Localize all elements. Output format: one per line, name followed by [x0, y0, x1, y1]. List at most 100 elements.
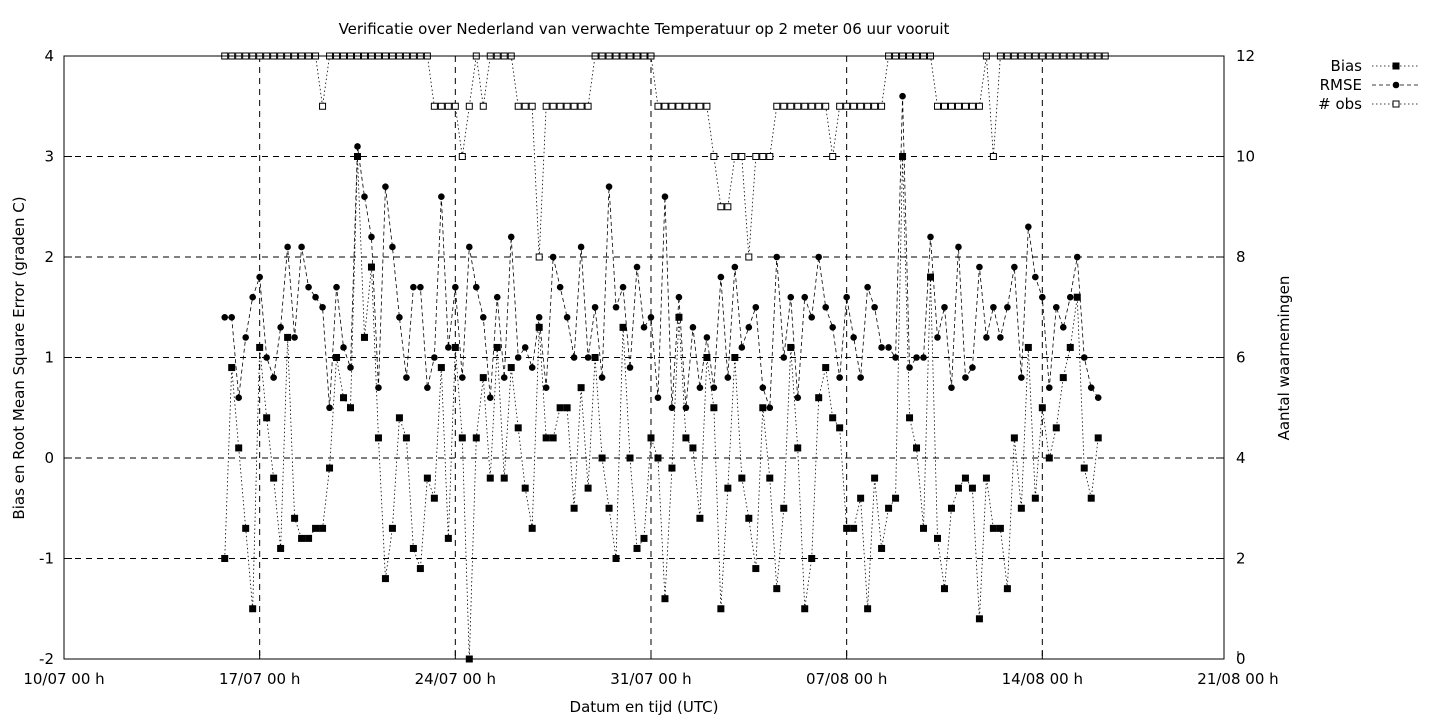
data-point-0 — [1045, 454, 1053, 462]
chart-title: Verificatie over Nederland van verwachte… — [339, 20, 950, 38]
data-point-0 — [437, 364, 445, 372]
data-point-1 — [319, 303, 326, 311]
data-point-1 — [556, 283, 564, 291]
data-point-2 — [940, 102, 948, 110]
data-point-2 — [514, 102, 522, 110]
data-point-2 — [661, 102, 669, 110]
data-point-1 — [584, 354, 592, 361]
series-line-1 — [224, 96, 1099, 408]
data-point-0 — [961, 474, 969, 482]
data-point-0 — [591, 354, 599, 361]
data-point-0 — [577, 384, 585, 392]
data-point-1 — [361, 193, 368, 200]
y2-tick-label: 6 — [1236, 349, 1246, 367]
data-point-1 — [242, 334, 249, 341]
data-point-1 — [1032, 273, 1039, 281]
data-point-1 — [906, 364, 913, 371]
data-point-1 — [654, 394, 662, 402]
y2-axis-label: Aantal waarnemingen — [1275, 276, 1293, 441]
legend-marker — [1392, 100, 1400, 108]
data-point-2 — [556, 102, 564, 110]
data-point-2 — [668, 102, 676, 110]
data-point-0 — [1010, 434, 1018, 442]
data-point-2 — [682, 102, 690, 110]
data-point-0 — [598, 454, 606, 462]
series-1 — [221, 92, 1102, 412]
data-point-1 — [773, 253, 781, 261]
data-point-1 — [661, 193, 669, 200]
data-point-1 — [466, 243, 473, 251]
data-point-0 — [668, 464, 676, 472]
data-point-2 — [451, 102, 459, 110]
data-point-0 — [773, 585, 781, 593]
data-point-2 — [864, 102, 872, 110]
data-point-1 — [396, 314, 403, 321]
data-point-1 — [249, 293, 256, 301]
data-point-2 — [801, 102, 809, 110]
data-point-1 — [549, 253, 557, 261]
data-point-0 — [423, 474, 431, 482]
data-point-0 — [563, 404, 571, 412]
data-point-1 — [675, 293, 683, 301]
x-tick-label: 21/08 00 h — [1197, 670, 1278, 688]
data-point-0 — [535, 323, 543, 331]
data-point-1 — [668, 404, 676, 412]
data-point-0 — [1094, 434, 1102, 442]
data-point-1 — [878, 344, 885, 351]
data-point-1 — [221, 314, 229, 321]
data-point-2 — [479, 102, 487, 110]
data-point-2 — [961, 102, 969, 110]
data-point-2 — [766, 153, 774, 160]
data-point-2 — [975, 102, 983, 110]
data-point-0 — [221, 555, 229, 562]
data-point-1 — [570, 354, 578, 361]
data-point-1 — [794, 394, 802, 402]
data-point-1 — [291, 334, 298, 341]
data-point-0 — [284, 333, 292, 341]
data-point-1 — [864, 283, 871, 291]
data-point-0 — [794, 444, 802, 452]
data-point-2 — [584, 102, 592, 110]
data-point-1 — [745, 324, 753, 331]
data-point-0 — [479, 374, 487, 382]
data-point-0 — [409, 544, 417, 552]
y2-tick-label: 2 — [1236, 550, 1246, 568]
data-point-0 — [556, 404, 564, 412]
data-point-1 — [626, 364, 634, 371]
data-point-0 — [940, 585, 948, 593]
data-point-2 — [465, 102, 473, 110]
data-point-0 — [689, 444, 697, 452]
data-point-0 — [1038, 404, 1046, 412]
data-point-1 — [766, 404, 774, 412]
data-point-2 — [319, 102, 327, 110]
data-point-1 — [312, 293, 319, 301]
data-point-1 — [1018, 374, 1025, 381]
data-point-1 — [403, 374, 410, 381]
data-point-0 — [745, 514, 753, 522]
data-point-0 — [430, 494, 438, 502]
data-point-2 — [773, 102, 781, 110]
data-point-1 — [689, 324, 697, 331]
data-point-0 — [340, 394, 348, 402]
data-point-0 — [521, 484, 529, 492]
data-point-1 — [962, 374, 969, 381]
data-point-2 — [822, 102, 830, 110]
data-point-0 — [528, 524, 536, 532]
data-point-0 — [1080, 464, 1088, 472]
data-point-0 — [906, 414, 914, 422]
data-point-0 — [717, 605, 725, 613]
data-point-1 — [1039, 293, 1046, 301]
data-point-1 — [822, 303, 829, 311]
data-point-0 — [486, 474, 494, 482]
data-point-1 — [955, 243, 962, 251]
data-point-1 — [759, 384, 767, 391]
data-point-1 — [1073, 253, 1081, 261]
data-point-1 — [270, 374, 277, 381]
data-point-1 — [633, 263, 641, 271]
data-point-0 — [996, 524, 1004, 532]
data-point-0 — [242, 524, 250, 532]
data-point-2 — [787, 102, 795, 110]
data-point-1 — [542, 384, 550, 391]
data-point-1 — [375, 384, 382, 391]
